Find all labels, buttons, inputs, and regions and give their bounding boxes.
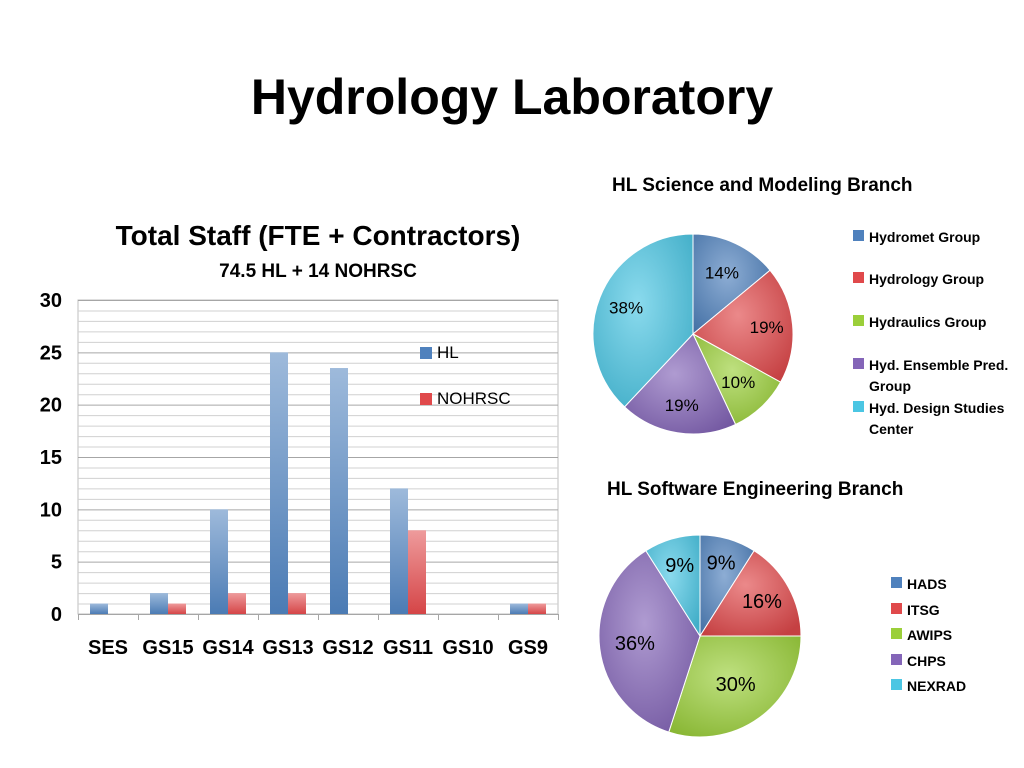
bar-hl-gs13 (270, 352, 288, 614)
legend-item-hads: HADS (891, 574, 947, 595)
legend-swatch (853, 358, 864, 369)
legend-label: AWIPS (907, 627, 953, 643)
pie-chart-1-title: HL Science and Modeling Branch (612, 175, 913, 196)
pie1-slice (692, 269, 794, 383)
x-tick-label: SES (88, 637, 128, 659)
pie1-slice (592, 233, 694, 408)
y-tick-label: 10 (40, 499, 62, 521)
pie2-slice (668, 635, 802, 738)
pie1-slice (692, 233, 771, 336)
legend-label: Hyd. Ensemble Pred. Group (869, 357, 1009, 394)
bar-hl-ses (90, 603, 108, 614)
legend-swatch (891, 679, 902, 690)
legend-label-nohrsc: NOHRSC (437, 389, 511, 408)
bar-chart-title: Total Staff (FTE + Contractors) (115, 220, 521, 251)
y-tick-label: 0 (51, 604, 62, 626)
legend-swatch (891, 577, 902, 588)
bar-hl-gs11 (390, 488, 408, 614)
legend-label: Hyd. Design Studies Center (869, 400, 1005, 437)
legend-label: ITSG (907, 602, 940, 618)
pie2-slice (699, 550, 802, 637)
legend-item-itsg: ITSG (891, 600, 940, 621)
legend-item-chps: CHPS (891, 651, 946, 672)
bar-nohrsc-gs9 (528, 603, 546, 614)
legend-swatch (853, 272, 864, 283)
legend-label-hl: HL (437, 343, 459, 362)
bar-nohrsc-gs15 (168, 603, 186, 614)
pie1-slice-label: 14% (705, 263, 739, 282)
pie1-slice-label: 19% (750, 318, 784, 337)
pie1-slice-label: 38% (609, 298, 643, 317)
legend-swatch-nohrsc (420, 393, 432, 405)
legend-swatch-hl (420, 347, 432, 359)
y-tick-label: 30 (40, 290, 62, 312)
pie2-slice-label: 9% (665, 555, 694, 577)
bar-hl-gs14 (210, 509, 228, 614)
pie2-slice-label: 16% (742, 591, 782, 613)
x-tick-label: GS13 (262, 637, 313, 659)
bar-hl-gs12 (330, 368, 348, 614)
legend-label: CHPS (907, 653, 946, 669)
y-tick-label: 20 (40, 395, 62, 417)
bar-nohrsc-gs14 (228, 593, 246, 614)
y-tick-label: 25 (40, 342, 62, 364)
legend-item-hyd-ensemble-pred-group: Hyd. Ensemble Pred. Group (853, 355, 1021, 397)
legend-item-nohrsc: NOHRSC (420, 389, 511, 409)
pie-chart-2-title: HL Software Engineering Branch (607, 479, 904, 500)
legend-item-hyd-design-studies-center: Hyd. Design Studies Center (853, 398, 1013, 440)
legend-item-hydromet-group: Hydromet Group (853, 227, 980, 248)
pie2-slice-label: 9% (707, 552, 736, 574)
legend-swatch (891, 603, 902, 614)
legend-swatch (853, 230, 864, 241)
legend-label: Hydromet Group (869, 229, 981, 245)
legend-label: NEXRAD (907, 678, 967, 694)
pie2-slice-label: 30% (716, 674, 756, 696)
legend-item-hl: HL (420, 343, 459, 363)
y-tick-label: 15 (40, 447, 62, 469)
bar-hl-gs15 (150, 593, 168, 614)
pie1-slice-label: 10% (721, 373, 755, 392)
pie1-slice (623, 333, 737, 435)
legend-item-hydrology-group: Hydrology Group (853, 269, 984, 290)
legend-swatch (853, 401, 864, 412)
bar-hl-gs9 (510, 603, 528, 614)
legend-item-hydraulics-group: Hydraulics Group (853, 312, 986, 333)
x-tick-label: GS10 (442, 637, 493, 659)
slide-title: Hydrology Laboratory (250, 69, 774, 125)
x-tick-label: GS15 (142, 637, 193, 659)
pie2-slice (598, 550, 701, 733)
x-tick-label: GS9 (508, 637, 548, 659)
x-tick-label: GS14 (202, 637, 254, 659)
pie1-slice-label: 19% (665, 396, 699, 415)
legend-label: Hydrology Group (869, 271, 985, 287)
legend-item-nexrad: NEXRAD (891, 676, 966, 697)
legend-label: HADS (907, 576, 947, 592)
y-tick-label: 5 (51, 552, 62, 574)
bar-chart-subtitle: 74.5 HL + 14 NOHRSC (219, 261, 417, 282)
x-tick-label: GS12 (322, 637, 373, 659)
pie2-slice-label: 36% (615, 633, 655, 655)
legend-swatch (891, 654, 902, 665)
legend-label: Hydraulics Group (869, 314, 987, 330)
legend-swatch (853, 315, 864, 326)
bar-nohrsc-gs13 (288, 593, 306, 614)
legend-swatch (891, 628, 902, 639)
legend-item-awips: AWIPS (891, 625, 952, 646)
pie2-slice (645, 534, 701, 638)
bar-nohrsc-gs11 (408, 530, 426, 614)
x-tick-label: GS11 (383, 637, 433, 659)
